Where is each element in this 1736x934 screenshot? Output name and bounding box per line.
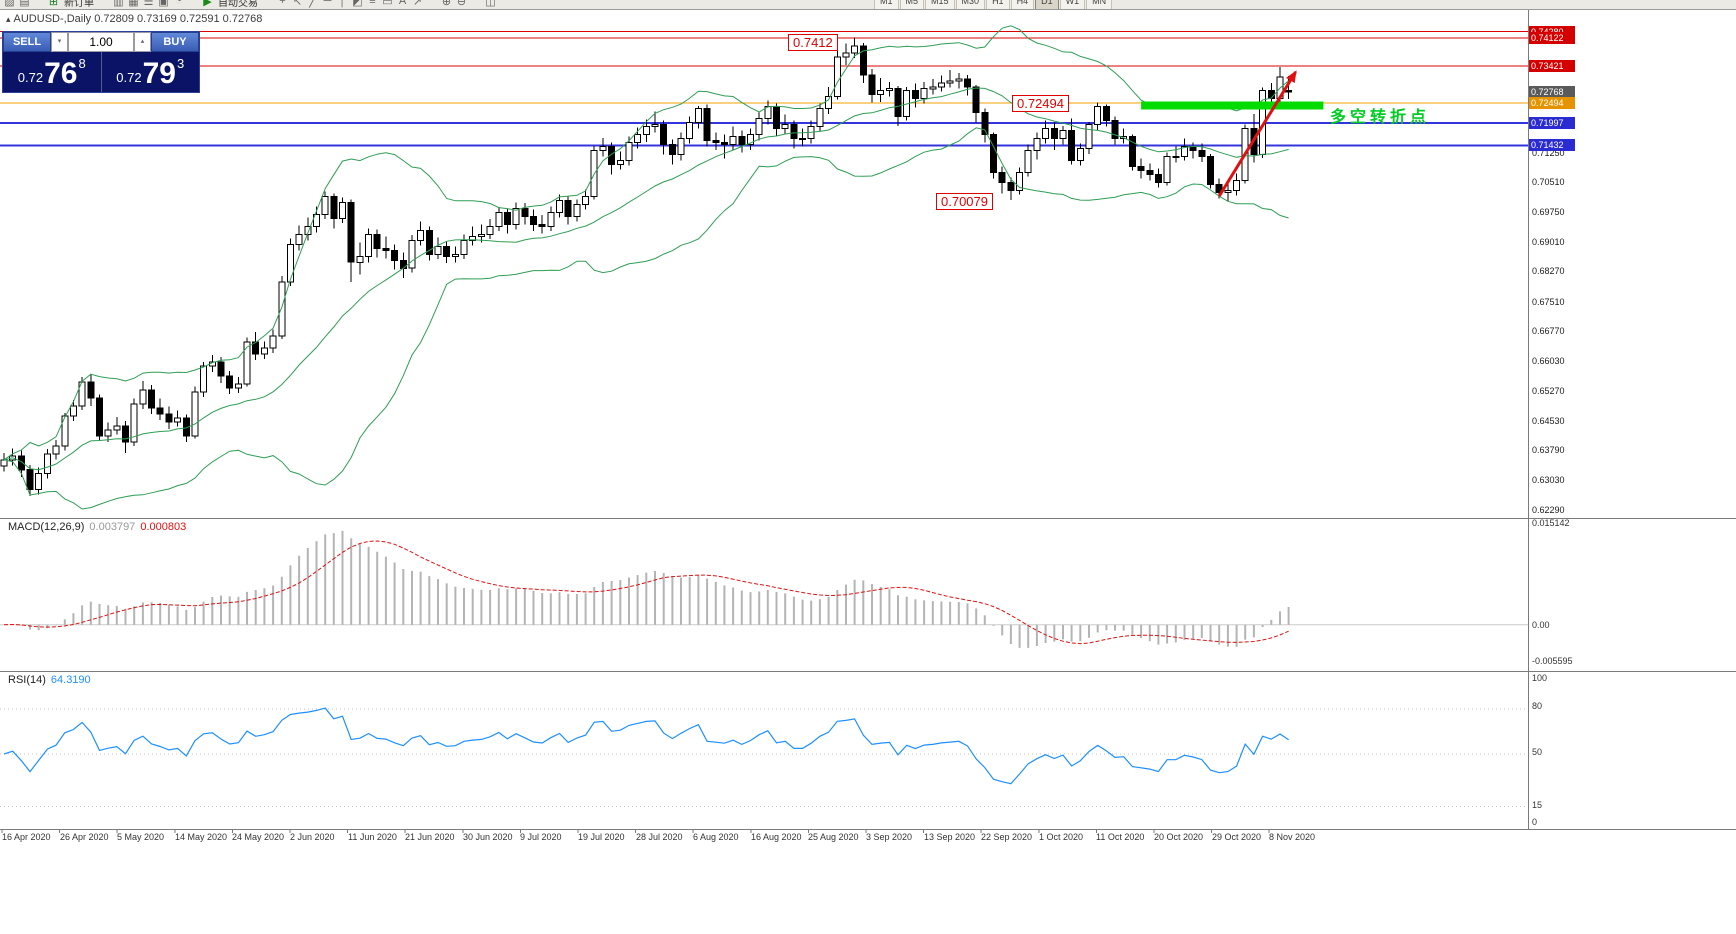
toolbar-icons: ▨ ▤ ⊞ 新订单 ▥ ▦ ☰ ▣ ◔ ▶ 自动交易 + ↖ ╱ ─ │ ◩ ≡ ▭ A ↗ ⊕ ⊖ ◫	[2, 0, 498, 9]
rsi-indicator-label: RSI(14) 64.3190	[8, 674, 91, 686]
bollinger-bands	[3, 25, 1289, 510]
macd-main-value: 0.003797	[89, 521, 136, 533]
chart-window-icon[interactable]: ▨	[4, 0, 15, 8]
bollinger-lower-line	[3, 127, 1289, 510]
macd-scale-min: -0.005595	[1532, 656, 1573, 666]
data-window-icon[interactable]: ▦	[128, 0, 139, 8]
tile-windows-icon[interactable]: ◫	[485, 0, 496, 8]
buy-price-button[interactable]: 0.72 79 3	[102, 52, 200, 92]
profiles-icon[interactable]: ▤	[19, 0, 30, 8]
navigator-icon[interactable]: ☰	[143, 0, 154, 8]
symbol-ohlc-text: AUDUSD-,Daily 0.72809 0.73169 0.72591 0.…	[13, 13, 263, 25]
rsi-scale-100: 100	[1532, 673, 1548, 683]
fibonacci-icon[interactable]: ≡	[369, 0, 376, 7]
crosshair-icon[interactable]: +	[279, 0, 286, 7]
macd-signal-line	[3, 540, 1289, 645]
zoom-in-icon[interactable]: ⊕	[441, 0, 452, 8]
period-button-mn[interactable]: MN	[1086, 0, 1113, 9]
period-button-m15[interactable]: M15	[925, 0, 955, 9]
volume-up-stepper[interactable]: ▴	[134, 32, 151, 52]
rsi-scale-50: 50	[1532, 747, 1543, 757]
macd-indicator-label: MACD(12,26,9) 0.003797 0.000803	[8, 521, 186, 533]
price-callout-pivot[interactable]: 0.72494	[1012, 95, 1069, 112]
trend-arrow[interactable]	[1217, 70, 1297, 197]
period-button-w1[interactable]: W1	[1059, 0, 1086, 9]
sell-price-button[interactable]: 0.72 76 8	[3, 52, 102, 92]
buy-price-prefix: 0.72	[116, 70, 142, 85]
collapse-icon[interactable]: ▴	[6, 14, 11, 24]
market-watch-icon[interactable]: ▥	[113, 0, 124, 8]
buy-button[interactable]: BUY	[151, 32, 199, 52]
candles-layer	[0, 37, 1293, 497]
period-button-d1[interactable]: D1	[1035, 0, 1059, 9]
rsi-scale-15: 15	[1532, 800, 1543, 810]
macd-scale-max: 0.015142	[1532, 518, 1570, 528]
cursor-icon[interactable]: ↖	[292, 0, 303, 8]
vertical-line-icon[interactable]: │	[339, 0, 346, 7]
rsi-name: RSI(14)	[8, 674, 46, 686]
timeframe-buttons: M1 M5 M15 M30 H1 H4 D1 W1 MN	[874, 0, 1113, 9]
support-zone-band[interactable]	[1141, 101, 1324, 110]
period-button-m5[interactable]: M5	[899, 0, 925, 9]
text-icon[interactable]: A	[398, 0, 407, 7]
sell-price-pips: 8	[78, 56, 86, 71]
sell-price-prefix: 0.72	[17, 70, 44, 85]
terminal-icon[interactable]: ▣	[158, 0, 169, 8]
horizontal-line-icon[interactable]: ─	[323, 0, 332, 7]
buy-price-pips: 3	[176, 56, 185, 71]
trendline-icon[interactable]: ╱	[309, 0, 316, 8]
new-order-label[interactable]: 新订单	[64, 0, 94, 9]
volume-input[interactable]	[68, 32, 134, 52]
volume-down-stepper[interactable]: ▾	[51, 32, 68, 52]
rsi-value: 64.3190	[50, 674, 91, 686]
rectangle-icon[interactable]: ▭	[382, 0, 393, 8]
macd-scale-zero: 0.00	[1532, 620, 1550, 630]
sell-price-big: 76	[44, 57, 78, 90]
period-button-m1[interactable]: M1	[874, 0, 899, 9]
new-order-icon[interactable]: ⊞	[48, 0, 59, 8]
bollinger-upper-line	[3, 25, 1289, 461]
chart-canvas	[0, 10, 1736, 833]
strategy-tester-icon[interactable]: ◔	[175, 0, 182, 7]
channel-icon[interactable]: ◩	[352, 0, 363, 8]
rsi-scale-0: 0	[1532, 817, 1538, 827]
one-click-trading-panel: SELL ▾ ▴ BUY 0.72 76 8 0.72 79 3	[2, 31, 200, 93]
bollinger-middle-line	[3, 87, 1289, 471]
autotrading-label[interactable]: 自动交易	[218, 0, 258, 9]
period-button-h1[interactable]: H1	[986, 0, 1010, 9]
macd-histogram	[11, 530, 1290, 648]
period-button-m30[interactable]: M30	[955, 0, 986, 9]
buy-price-big: 79	[142, 57, 176, 90]
price-callout-high[interactable]: 0.7412	[788, 34, 838, 51]
autotrading-icon[interactable]: ▶	[203, 0, 212, 8]
period-button-h4[interactable]: H4	[1010, 0, 1035, 9]
panel-separators	[0, 10, 1736, 833]
rsi-line	[3, 707, 1289, 785]
sell-button[interactable]: SELL	[3, 32, 51, 52]
arrows-icon[interactable]: ↗	[412, 0, 423, 8]
turning-point-note[interactable]: 多空转折点	[1330, 109, 1431, 126]
price-callout-low[interactable]: 0.70079	[936, 193, 993, 210]
symbol-info-header: ▴ AUDUSD-,Daily 0.72809 0.73169 0.72591 0…	[6, 13, 262, 25]
rsi-scale-80: 80	[1532, 701, 1543, 711]
hlines-layer[interactable]	[0, 31, 1528, 147]
top-toolbar: ▨ ▤ ⊞ 新订单 ▥ ▦ ☰ ▣ ◔ ▶ 自动交易 + ↖ ╱ ─ │ ◩ ≡ ▭ A ↗ ⊕ ⊖ ◫ M1 M5 M15 M30…	[0, 0, 1736, 10]
zoom-out-icon[interactable]: ⊖	[456, 0, 467, 8]
macd-signal-value: 0.000803	[140, 521, 187, 533]
macd-name: MACD(12,26,9)	[8, 521, 85, 533]
